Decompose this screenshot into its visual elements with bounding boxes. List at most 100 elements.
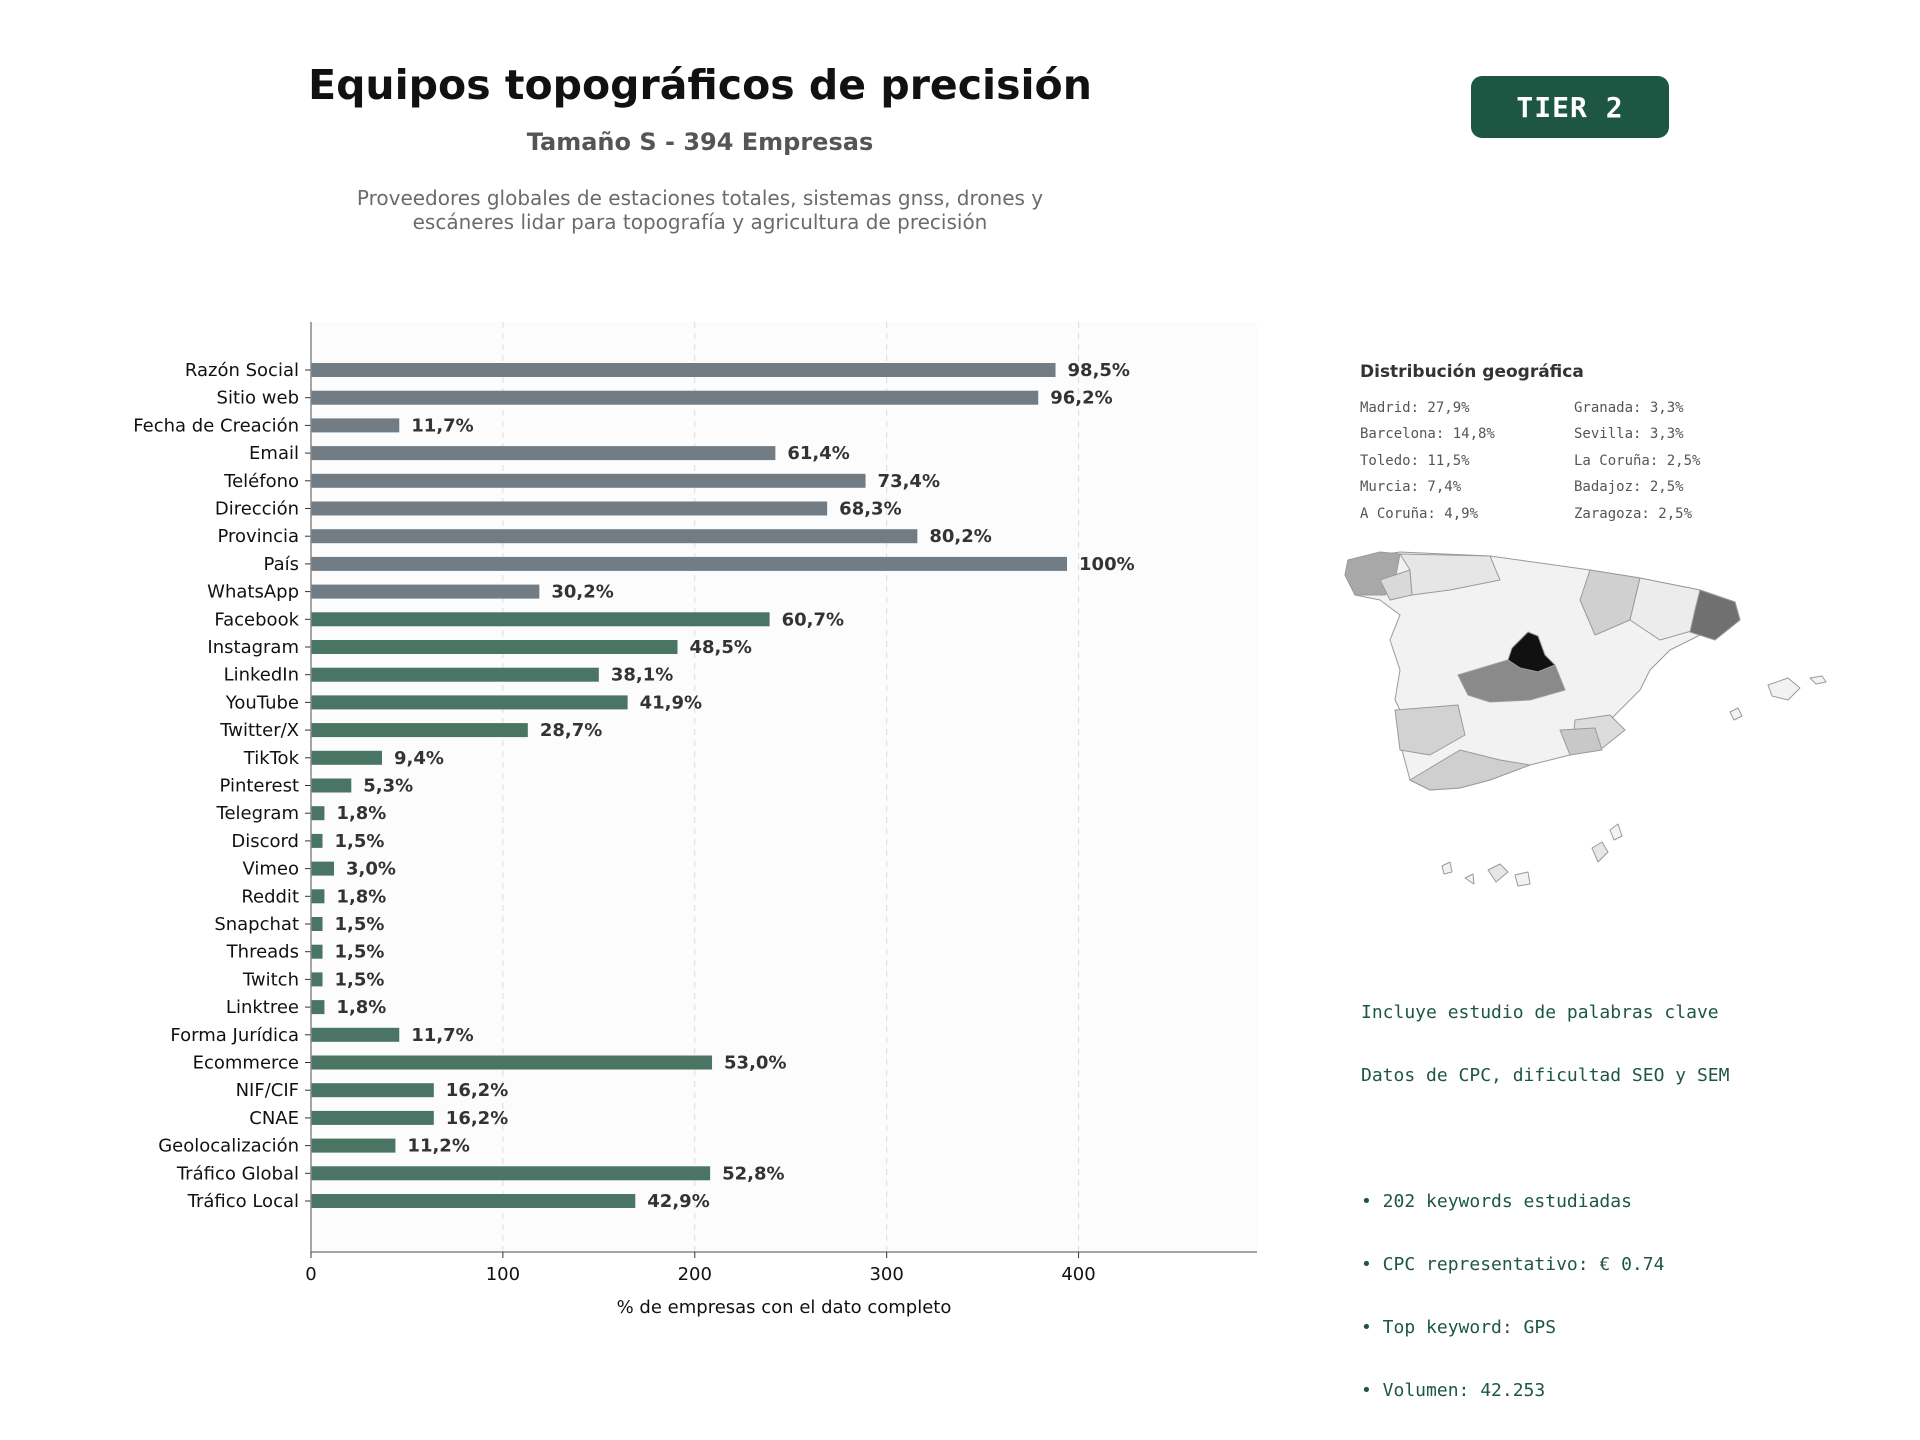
map-region bbox=[1464, 873, 1475, 885]
bar-value-label: 1,8% bbox=[336, 997, 386, 1018]
bar-value-label: 9,4% bbox=[394, 748, 444, 769]
category-label: Discord bbox=[231, 831, 299, 852]
bar bbox=[311, 889, 325, 904]
map-region bbox=[1487, 863, 1509, 883]
geo-item: Toledo: 11,5% bbox=[1360, 452, 1470, 469]
category-label: Tráfico Local bbox=[187, 1191, 299, 1212]
category-label: Dirección bbox=[215, 499, 299, 520]
bar-value-label: 73,4% bbox=[878, 471, 940, 492]
category-label: TikTok bbox=[243, 748, 300, 769]
bar-value-label: 11,7% bbox=[411, 415, 473, 436]
bar-value-label: 30,2% bbox=[551, 582, 613, 603]
category-labels: Razón Social Sitio web Fecha de Creación Em… bbox=[133, 360, 311, 1212]
bar-chart: 98,5% 96,2% 11,7% 61,4% 73,4% 68,3% 80,2% 100% 3… bbox=[133, 322, 1257, 1318]
map-region bbox=[1809, 675, 1827, 685]
bar-value-label: 11,2% bbox=[407, 1136, 469, 1157]
map-region bbox=[1629, 577, 1701, 641]
map-region bbox=[1591, 841, 1609, 863]
category-label: Email bbox=[249, 443, 299, 464]
x-tick-label: 200 bbox=[678, 1264, 712, 1285]
x-axis-label: % de empresas con el dato completo bbox=[617, 1297, 952, 1318]
bar bbox=[311, 1027, 400, 1042]
bar-value-label: 60,7% bbox=[782, 609, 844, 630]
bar-value-label: 5,3% bbox=[363, 776, 413, 797]
bar bbox=[311, 723, 528, 738]
category-label: Pinterest bbox=[219, 776, 299, 797]
map-region bbox=[1409, 749, 1531, 791]
description-line: Proveedores globales de estaciones total… bbox=[356, 186, 1044, 210]
page-title: Equipos topográficos de precisión bbox=[308, 61, 1092, 109]
keywords-line: Datos de CPC, dificultad SEO y SEM bbox=[1361, 1065, 1730, 1086]
map-region bbox=[1559, 727, 1603, 756]
geo-item: Granada: 3,3% bbox=[1574, 400, 1684, 416]
map-region bbox=[1457, 659, 1566, 703]
bar bbox=[311, 695, 628, 710]
category-label: Teléfono bbox=[223, 471, 299, 492]
bar bbox=[311, 1055, 713, 1070]
bar bbox=[311, 473, 866, 488]
category-label: Instagram bbox=[207, 637, 299, 658]
map-region bbox=[1441, 861, 1453, 875]
bar bbox=[311, 806, 325, 821]
bar-value-label: 41,9% bbox=[640, 692, 702, 713]
geo-distribution-list: Madrid: 27,9% Granada: 3,3% Barcelona: 1… bbox=[1360, 398, 1760, 530]
bar-value-label: 53,0% bbox=[724, 1053, 786, 1074]
bar bbox=[311, 612, 770, 627]
keywords-info: Incluye estudio de palabras clave Datos … bbox=[1361, 960, 1729, 1422]
bar-value-label: 48,5% bbox=[690, 637, 752, 658]
bar bbox=[311, 1138, 396, 1153]
bar-value-label: 52,8% bbox=[722, 1163, 784, 1184]
geo-item: Barcelona: 14,8% bbox=[1360, 426, 1495, 443]
bar bbox=[311, 640, 678, 654]
bar bbox=[311, 750, 382, 765]
category-label: Tráfico Global bbox=[176, 1163, 299, 1184]
bar bbox=[311, 390, 1039, 405]
bar-value-label: 1,5% bbox=[335, 914, 385, 935]
category-label: Telegram bbox=[216, 803, 299, 824]
geo-item: Madrid: 27,9% bbox=[1360, 400, 1470, 416]
category-label: WhatsApp bbox=[207, 582, 299, 603]
map-region bbox=[1579, 569, 1641, 636]
category-label: Geolocalización bbox=[158, 1136, 299, 1157]
bar bbox=[311, 1083, 434, 1098]
bar bbox=[311, 501, 828, 516]
geo-item: Murcia: 7,4% bbox=[1360, 479, 1462, 496]
map-region bbox=[1514, 871, 1531, 887]
bar bbox=[311, 1000, 325, 1015]
geo-distribution-title: Distribución geográfica bbox=[1360, 362, 1584, 382]
map-region bbox=[1689, 589, 1741, 641]
bar bbox=[311, 1166, 711, 1181]
bar bbox=[311, 1110, 434, 1125]
description-line: escáneres lidar para topografía y agricu… bbox=[412, 210, 988, 234]
bar-value-label: 80,2% bbox=[929, 526, 991, 547]
map-region bbox=[1394, 704, 1466, 756]
map-region bbox=[1767, 677, 1801, 701]
keywords-spacer bbox=[1361, 1128, 1729, 1149]
bars bbox=[311, 363, 1068, 1208]
map-region bbox=[1609, 823, 1623, 841]
bar-value-label: 61,4% bbox=[787, 443, 849, 464]
bar-value-label: 38,1% bbox=[611, 665, 673, 686]
bar-value-label: 98,5% bbox=[1068, 360, 1130, 381]
geo-item: Sevilla: 3,3% bbox=[1574, 426, 1684, 443]
bar-value-label: 16,2% bbox=[446, 1108, 508, 1129]
page-subtitle: Tamaño S - 394 Empresas bbox=[526, 128, 874, 156]
geo-item: Zaragoza: 2,5% bbox=[1574, 505, 1693, 522]
bar bbox=[311, 363, 1056, 377]
geo-item: A Coruña: 4,9% bbox=[1360, 505, 1479, 522]
x-tick-label: 300 bbox=[869, 1264, 903, 1285]
bar-value-label: 42,9% bbox=[647, 1191, 709, 1212]
bar-value-label: 1,5% bbox=[335, 831, 385, 852]
bar bbox=[311, 1194, 636, 1208]
map-region bbox=[1399, 553, 1501, 596]
bar bbox=[311, 418, 400, 433]
bar-value-label: 96,2% bbox=[1050, 388, 1112, 409]
category-label: Facebook bbox=[214, 609, 299, 630]
category-label: Sitio web bbox=[217, 388, 299, 409]
x-tick-label: 0 bbox=[305, 1264, 316, 1285]
bar-value-label: 68,3% bbox=[839, 499, 901, 520]
category-label: Snapchat bbox=[214, 914, 299, 935]
bar-value-label: 1,5% bbox=[335, 969, 385, 990]
map-region bbox=[1729, 707, 1743, 721]
category-label: Provincia bbox=[217, 526, 299, 547]
